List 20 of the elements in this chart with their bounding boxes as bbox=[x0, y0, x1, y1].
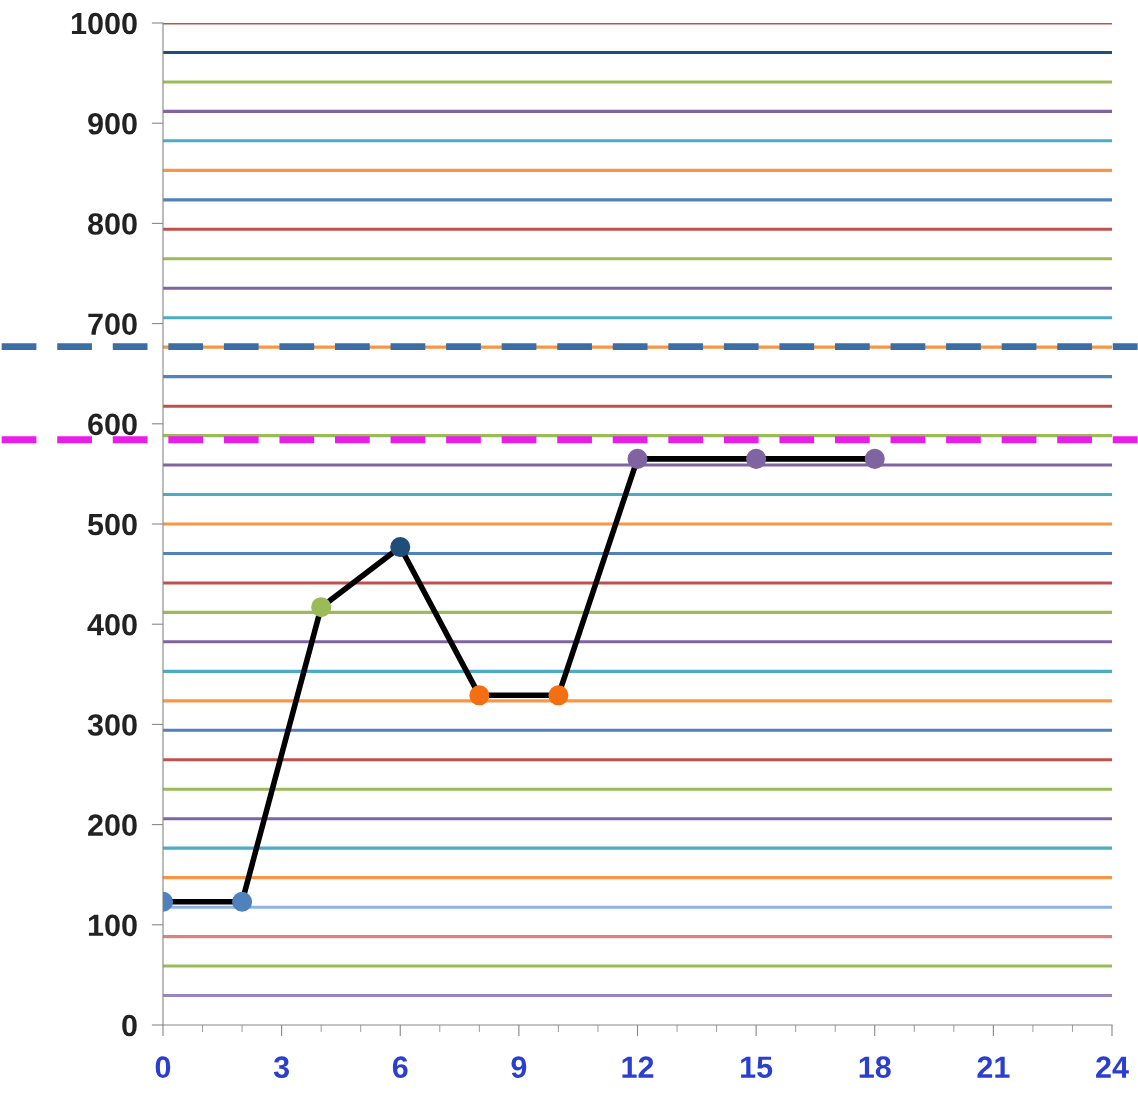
x-tick-label: 0 bbox=[155, 1056, 171, 1078]
y-tick-label: 0 bbox=[122, 1014, 137, 1037]
y-tick-label: 600 bbox=[88, 413, 137, 436]
x-tick-label: 3 bbox=[273, 1056, 290, 1079]
x-tick-label: 24 bbox=[1096, 1056, 1129, 1078]
y-tick-label: 1000 bbox=[71, 12, 137, 35]
y-tick-label: 100 bbox=[88, 914, 137, 937]
y-tick-label: 200 bbox=[88, 814, 137, 836]
y-tick-label: 900 bbox=[88, 112, 137, 135]
y-tick-label: 400 bbox=[87, 613, 137, 636]
x-tick-label: 9 bbox=[511, 1056, 527, 1078]
x-tick-label: 18 bbox=[859, 1056, 891, 1078]
y-tick-label: 300 bbox=[87, 714, 137, 736]
y-tick-label: 700 bbox=[88, 313, 137, 335]
x-tick-label: 21 bbox=[977, 1056, 1010, 1078]
x-tick-label: 6 bbox=[392, 1056, 408, 1078]
x-tick-label: 12 bbox=[622, 1056, 654, 1078]
y-tick-label: 800 bbox=[87, 213, 137, 235]
x-tick-label: 15 bbox=[741, 1056, 773, 1078]
y-tick-label: 500 bbox=[87, 513, 137, 536]
